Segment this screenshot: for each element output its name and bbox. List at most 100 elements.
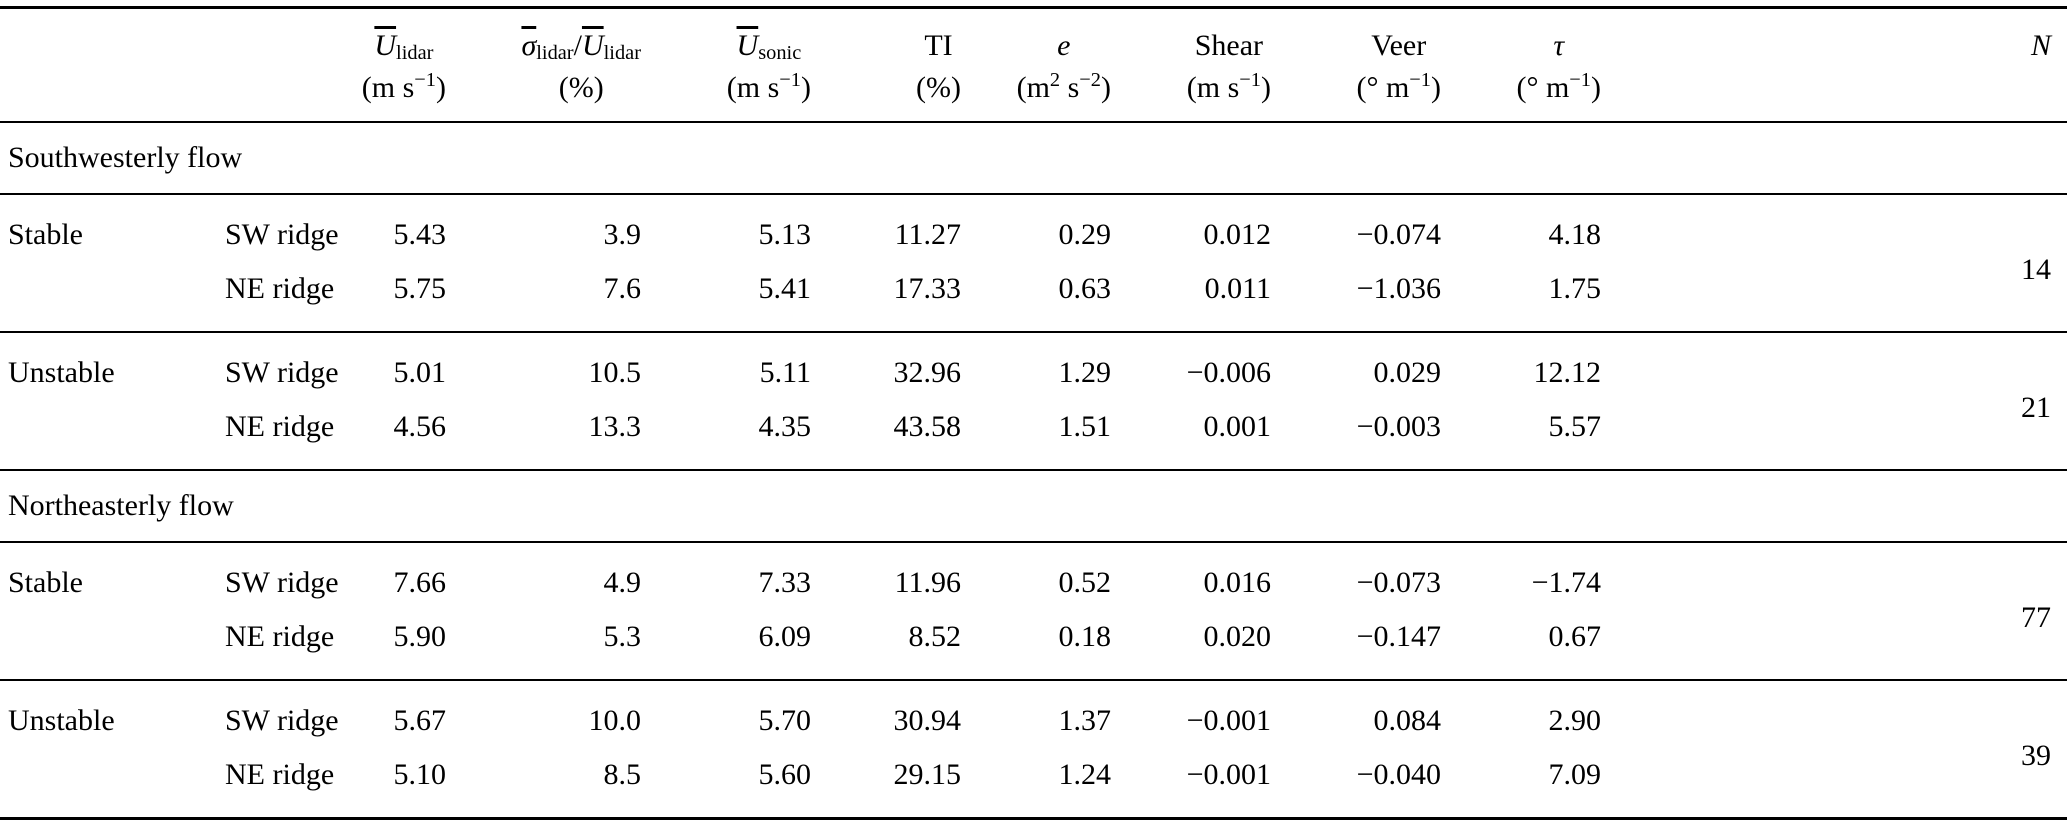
units-label: (m s−1) — [726, 68, 811, 104]
symbol-label: Usonic — [736, 29, 802, 65]
value-cell: 6.09 — [758, 620, 812, 653]
ridge-label: SW ridge — [225, 566, 339, 599]
ridge-label: NE ridge — [225, 272, 335, 305]
value-cell: 7.6 — [603, 272, 642, 305]
table-row: NE ridge 5.10 8.5 5.60 29.15 1.24 −0.001… — [0, 748, 2067, 819]
value-cell: 1.29 — [1058, 356, 1112, 389]
empty-header-cell — [0, 8, 345, 123]
value-cell: 10.0 — [588, 704, 642, 737]
symbol-label: Veer — [1371, 29, 1427, 62]
symbol-label: TI — [924, 29, 953, 62]
ridge-label: NE ridge — [225, 758, 335, 791]
col-header-tau: τ (° m−1) — [1445, 8, 1605, 123]
value-cell: −0.006 — [1186, 356, 1271, 389]
symbol-label: Ulidar — [374, 29, 434, 65]
value-cell: 11.96 — [894, 566, 961, 599]
section-title-row: Southwesterly flow — [0, 122, 2067, 194]
value-cell: 8.5 — [603, 758, 642, 791]
symbol-label: σlidar/Ulidar — [521, 29, 641, 65]
ridge-label: SW ridge — [225, 218, 339, 251]
value-cell: 2.90 — [1548, 704, 1602, 737]
group-ne-stable: Stable SW ridge 7.66 4.9 7.33 11.96 0.52… — [0, 542, 2067, 680]
value-cell: 0.63 — [1058, 272, 1112, 305]
sample-count: 14 — [2021, 253, 2051, 286]
col-header-u-lidar: Ulidar (m s−1) — [345, 8, 450, 123]
value-cell: −1.74 — [1531, 566, 1601, 599]
value-cell: 5.41 — [758, 272, 812, 305]
col-header-shear: Shear (m s−1) — [1115, 8, 1275, 123]
table-row: NE ridge 5.75 7.6 5.41 17.33 0.63 0.011 … — [0, 262, 2067, 332]
table-row: Unstable SW ridge 5.01 10.5 5.11 32.96 1… — [0, 332, 2067, 424]
value-cell: 4.35 — [758, 410, 812, 443]
group-ne-unstable: Unstable SW ridge 5.67 10.0 5.70 30.94 1… — [0, 680, 2067, 819]
value-cell: 5.90 — [393, 620, 447, 653]
stability-label: Stable — [8, 566, 83, 599]
value-cell: 8.52 — [908, 620, 962, 653]
flow-statistics-table: Ulidar (m s−1) σlidar/Ulidar (%) Usonic (m … — [0, 6, 2067, 820]
value-cell: 12.12 — [1533, 356, 1602, 389]
col-header-n: N — [1605, 8, 2067, 123]
value-cell: 5.13 — [758, 218, 812, 251]
value-cell: 1.24 — [1058, 758, 1112, 791]
section-southwesterly: Southwesterly flow — [0, 122, 2067, 194]
group-sw-stable: Stable SW ridge 5.43 3.9 5.13 11.27 0.29… — [0, 194, 2067, 332]
value-cell: 29.15 — [893, 758, 962, 791]
table-row: NE ridge 4.56 13.3 4.35 43.58 1.51 0.001… — [0, 400, 2067, 470]
value-cell: 5.67 — [393, 704, 447, 737]
col-header-sigma-over-u: σlidar/Ulidar (%) — [450, 8, 645, 123]
value-cell: 5.11 — [759, 356, 811, 389]
value-cell: 5.70 — [758, 704, 812, 737]
table-row: Unstable SW ridge 5.67 10.0 5.70 30.94 1… — [0, 680, 2067, 772]
stability-label: Stable — [8, 218, 83, 251]
value-cell: −0.074 — [1356, 218, 1441, 251]
value-cell: 30.94 — [893, 704, 962, 737]
value-cell: 5.3 — [603, 620, 642, 653]
symbol-label: e — [1057, 29, 1071, 62]
value-cell: 11.27 — [894, 218, 961, 251]
value-cell: 7.33 — [758, 566, 812, 599]
col-header-u-sonic: Usonic (m s−1) — [645, 8, 815, 123]
value-cell: 43.58 — [893, 410, 962, 443]
sample-count: 39 — [2021, 739, 2051, 772]
value-cell: 1.37 — [1058, 704, 1112, 737]
sample-count: 21 — [2021, 391, 2051, 424]
value-cell: 0.52 — [1058, 566, 1112, 599]
section-northeasterly: Northeasterly flow — [0, 470, 2067, 542]
units-label: (m s−1) — [1186, 68, 1271, 104]
value-cell: −0.040 — [1356, 758, 1441, 791]
value-cell: 4.9 — [603, 566, 642, 599]
value-cell: 5.10 — [393, 758, 447, 791]
value-cell: 0.084 — [1373, 704, 1442, 737]
value-cell: 0.016 — [1203, 566, 1272, 599]
col-header-ti: TI (%) — [815, 8, 965, 123]
value-cell: 7.09 — [1548, 758, 1602, 791]
units-label: (° m−1) — [1516, 68, 1601, 104]
section-title: Southwesterly flow — [8, 141, 243, 174]
value-cell: 4.18 — [1548, 218, 1602, 251]
units-label: (° m−1) — [1356, 68, 1441, 104]
group-sw-unstable: Unstable SW ridge 5.01 10.5 5.11 32.96 1… — [0, 332, 2067, 470]
value-cell: 0.029 — [1373, 356, 1442, 389]
units-label: (%) — [916, 71, 961, 104]
value-cell: 1.75 — [1548, 272, 1602, 305]
stability-label: Unstable — [8, 704, 115, 737]
value-cell: 10.5 — [588, 356, 642, 389]
ridge-label: NE ridge — [225, 410, 335, 443]
value-cell: −0.001 — [1186, 758, 1271, 791]
section-title-row: Northeasterly flow — [0, 470, 2067, 542]
value-cell: 17.33 — [893, 272, 962, 305]
value-cell: 0.020 — [1203, 620, 1272, 653]
units-label: (m2 s−2) — [1016, 68, 1111, 104]
table-row: Stable SW ridge 5.43 3.9 5.13 11.27 0.29… — [0, 194, 2067, 286]
section-title: Northeasterly flow — [8, 489, 234, 522]
ridge-label: SW ridge — [225, 356, 339, 389]
value-cell: 0.001 — [1203, 410, 1272, 443]
value-cell: 4.56 — [393, 410, 447, 443]
value-cell: −1.036 — [1356, 272, 1441, 305]
value-cell: 0.012 — [1203, 218, 1272, 251]
symbol-label: N — [2030, 29, 2051, 62]
value-cell: 0.18 — [1058, 620, 1112, 653]
value-cell: 5.43 — [393, 218, 447, 251]
value-cell: −0.147 — [1356, 620, 1441, 653]
units-label: (m s−1) — [361, 68, 446, 104]
